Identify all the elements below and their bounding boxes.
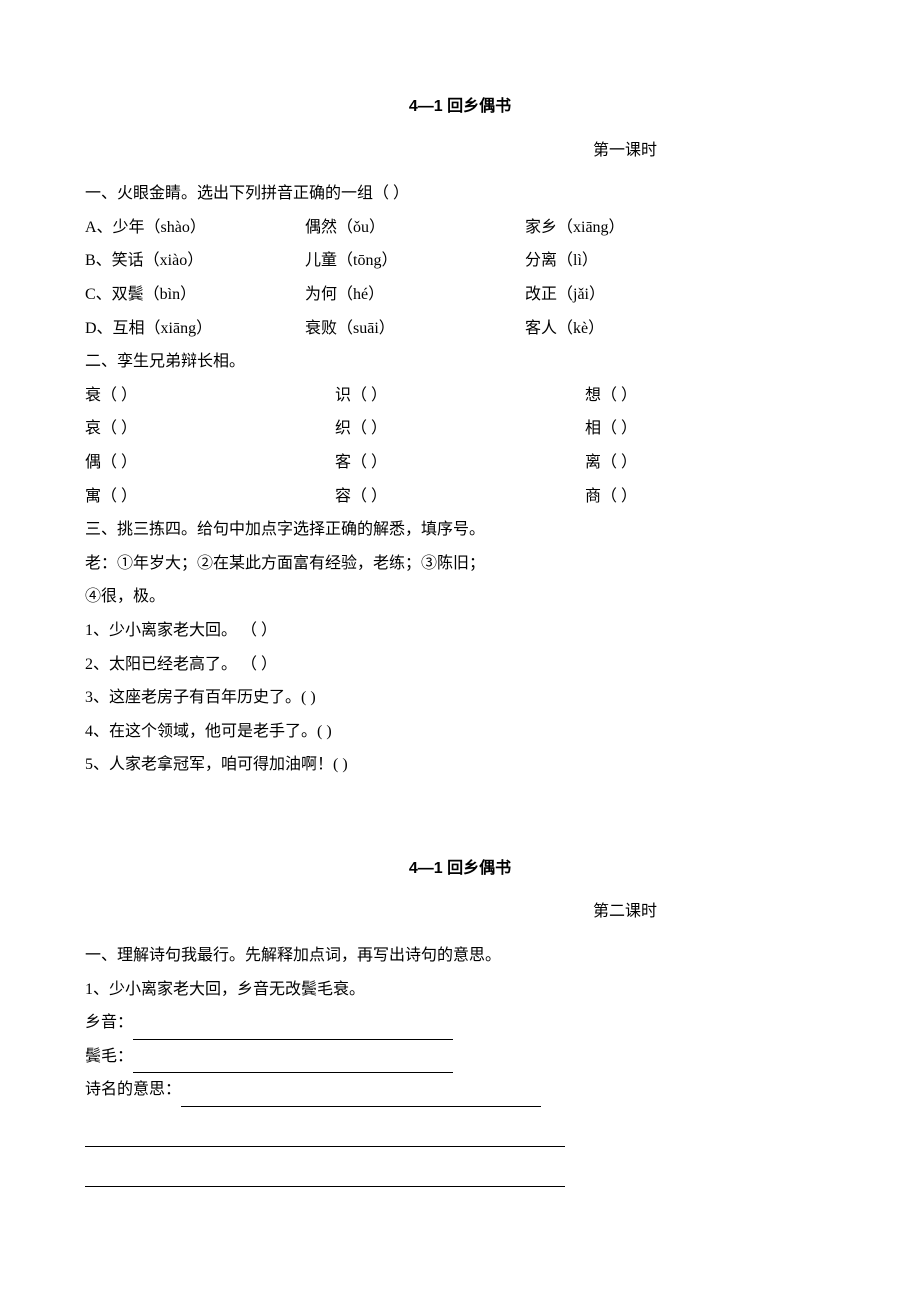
q2-row2: 哀（ ） 织（ ） 相（ ）: [85, 412, 835, 446]
lesson2-subtitle: 第二课时: [85, 895, 835, 929]
l2-q1-xiangyin: 乡音：: [85, 1006, 835, 1040]
q1-optC: C、双鬓（bìn） 为何（hé） 改正（jǎi）: [85, 278, 835, 312]
q2-row1: 衰（ ） 识（ ） 想（ ）: [85, 379, 835, 413]
q3-s2: 2、太阳已经老高了。 （ ）: [85, 648, 835, 682]
q3-def2: ④很，极。: [85, 580, 835, 614]
q2-r1-1: 衰（ ）: [85, 379, 335, 413]
q3-s5: 5、人家老拿冠军，咱可得加油啊！( ): [85, 748, 835, 782]
l2-label-binmao: 鬓毛：: [85, 1048, 133, 1065]
l2-q1-header: 一、理解诗句我最行。先解释加点词，再写出诗句的意思。: [85, 939, 835, 973]
q1-optA-3: 家乡（xiāng）: [525, 211, 835, 245]
blank-line: [133, 1054, 453, 1073]
lesson1-title: 4—1 回乡偶书: [85, 90, 835, 124]
q2-row3: 偶（ ） 客（ ） 离（ ）: [85, 446, 835, 480]
q2-r3-2: 客（ ）: [335, 446, 585, 480]
l2-label-meaning: 诗名的意思：: [85, 1081, 181, 1098]
q2-r2-3: 相（ ）: [585, 412, 835, 446]
blank-full-line-1: [85, 1115, 565, 1147]
l2-label-xiangyin: 乡音：: [85, 1014, 133, 1031]
q1-optD: D、互相（xiāng） 衰败（suāi） 客人（kè）: [85, 312, 835, 346]
q2-r3-3: 离（ ）: [585, 446, 835, 480]
q2-r4-3: 商（ ）: [585, 480, 835, 514]
blank-line: [133, 1021, 453, 1040]
blank-full-line-2: [85, 1155, 565, 1187]
q1-optB: B、笑话（xiào） 儿童（tōng） 分离（lì）: [85, 244, 835, 278]
l2-q1-binmao: 鬓毛：: [85, 1040, 835, 1074]
q1-optC-1: C、双鬓（bìn）: [85, 278, 305, 312]
q2-r1-3: 想（ ）: [585, 379, 835, 413]
blank-line: [181, 1088, 541, 1107]
lesson2-title: 4—1 回乡偶书: [85, 852, 835, 886]
q2-r1-2: 识（ ）: [335, 379, 585, 413]
q2-r4-2: 容（ ）: [335, 480, 585, 514]
q3-s3: 3、这座老房子有百年历史了。( ): [85, 681, 835, 715]
q1-optC-3: 改正（jǎi）: [525, 278, 835, 312]
q1-optB-3: 分离（lì）: [525, 244, 835, 278]
q2-r4-1: 寓（ ）: [85, 480, 335, 514]
q1-optB-1: B、笑话（xiào）: [85, 244, 305, 278]
q3-s1: 1、少小离家老大回。 （ ）: [85, 614, 835, 648]
q1-optA: A、少年（shào） 偶然（ǒu） 家乡（xiāng）: [85, 211, 835, 245]
q1-optA-1: A、少年（shào）: [85, 211, 305, 245]
section-gap: [85, 782, 835, 852]
q1-optB-2: 儿童（tōng）: [305, 244, 525, 278]
q3-s4: 4、在这个领域，他可是老手了。( ): [85, 715, 835, 749]
q2-row4: 寓（ ） 容（ ） 商（ ）: [85, 480, 835, 514]
l2-q1-s1: 1、少小离家老大回，乡音无改鬓毛衰。: [85, 973, 835, 1007]
l2-q1-meaning: 诗名的意思：: [85, 1073, 835, 1107]
q1-optC-2: 为何（hé）: [305, 278, 525, 312]
q3-header: 三、挑三拣四。给句中加点字选择正确的解悉，填序号。: [85, 513, 835, 547]
lesson1-subtitle: 第一课时: [85, 134, 835, 168]
q2-header: 二、孪生兄弟辩长相。: [85, 345, 835, 379]
q1-optD-2: 衰败（suāi）: [305, 312, 525, 346]
q3-def1: 老：①年岁大；②在某此方面富有经验，老练；③陈旧；: [85, 547, 835, 581]
q2-r3-1: 偶（ ）: [85, 446, 335, 480]
q1-optA-2: 偶然（ǒu）: [305, 211, 525, 245]
q1-header: 一、火眼金睛。选出下列拼音正确的一组（ ）: [85, 177, 835, 211]
q1-optD-3: 客人（kè）: [525, 312, 835, 346]
q2-r2-1: 哀（ ）: [85, 412, 335, 446]
q1-optD-1: D、互相（xiāng）: [85, 312, 305, 346]
q2-r2-2: 织（ ）: [335, 412, 585, 446]
